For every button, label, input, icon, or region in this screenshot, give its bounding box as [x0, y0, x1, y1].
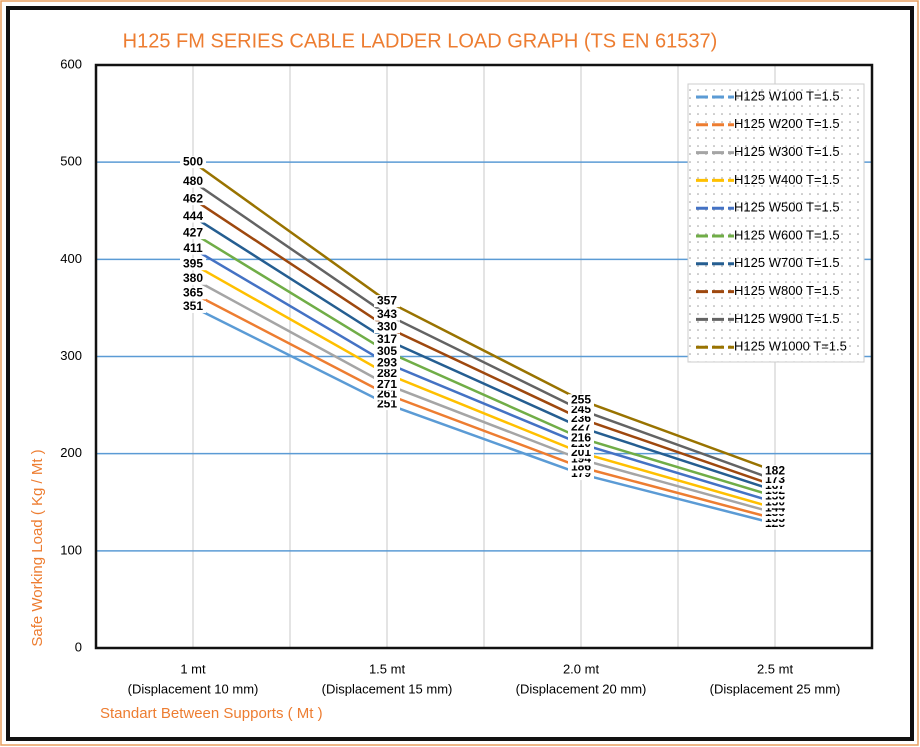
y-tick-label: 600: [60, 56, 82, 71]
data-label: 480: [183, 174, 203, 188]
chart-title: H125 FM SERIES CABLE LADDER LOAD GRAPH (…: [123, 30, 718, 52]
label-bg: [374, 378, 400, 391]
data-label: 357: [377, 293, 397, 307]
legend-label: H125 W200 T=1.5: [734, 116, 840, 131]
label-bg: [374, 398, 400, 411]
label-bg: [374, 295, 400, 308]
label-bg: [374, 388, 400, 401]
label-bg: [374, 308, 400, 321]
data-label: 305: [377, 344, 397, 358]
x-tick-sublabel: (Displacement 25 mm): [710, 681, 841, 696]
x-tick-label: 2.5 mt: [757, 661, 794, 676]
series-line: [192, 277, 776, 515]
series-line: [192, 247, 776, 504]
label-bg: [180, 242, 206, 255]
legend-label: H125 W300 T=1.5: [734, 144, 840, 159]
data-label: 411: [183, 241, 203, 255]
legend-label: H125 W600 T=1.5: [734, 227, 840, 242]
legend-label: H125 W400 T=1.5: [734, 172, 840, 187]
x-axis-label: Standart Between Supports ( Mt ): [100, 705, 323, 722]
data-label: 462: [183, 191, 203, 205]
legend-label: H125 W500 T=1.5: [734, 200, 840, 215]
x-tick-sublabel: (Displacement 20 mm): [516, 681, 647, 696]
data-label: 182: [765, 463, 785, 477]
series-line: [192, 215, 776, 492]
data-label: 343: [377, 307, 397, 321]
label-bg: [374, 357, 400, 370]
data-label: 330: [377, 320, 397, 334]
frame: [6, 6, 914, 741]
legend-label: H125 W1000 T=1.5: [734, 339, 847, 354]
data-label: 365: [183, 286, 203, 300]
x-tick-sublabel: (Displacement 10 mm): [128, 681, 259, 696]
data-label: 427: [183, 225, 203, 239]
legend-label: H125 W900 T=1.5: [734, 311, 840, 326]
label-bg: [180, 227, 206, 240]
data-label: 216: [571, 430, 591, 444]
data-label: 271: [377, 377, 397, 391]
x-tick-label: 1 mt: [180, 661, 206, 676]
data-label: 395: [183, 256, 203, 270]
label-bg: [180, 272, 206, 285]
label-bg: [568, 432, 594, 445]
y-tick-label: 100: [60, 542, 82, 557]
label-bg: [180, 210, 206, 223]
label-bg: [762, 465, 788, 478]
series-line: [192, 180, 776, 482]
series-line: [192, 161, 776, 473]
series-line: [192, 305, 776, 525]
label-bg: [180, 287, 206, 300]
y-tick-label: 0: [75, 639, 82, 654]
y-tick-label: 400: [60, 251, 82, 266]
series-line: [192, 232, 776, 498]
label-bg: [374, 321, 400, 334]
x-tick-label: 2.0 mt: [563, 661, 600, 676]
legend: [687, 83, 865, 363]
label-bg: [374, 333, 400, 346]
series-line: [192, 292, 776, 520]
y-tick-label: 200: [60, 445, 82, 460]
label-bg: [180, 193, 206, 206]
x-tick-sublabel: (Displacement 15 mm): [322, 681, 453, 696]
x-tick-label: 1.5 mt: [369, 661, 406, 676]
label-bg: [180, 300, 206, 313]
label-bg: [374, 367, 400, 380]
plot-border: [94, 63, 874, 650]
legend-label: H125 W100 T=1.5: [734, 88, 840, 103]
data-label: 293: [377, 355, 397, 369]
data-label: 351: [183, 299, 203, 313]
data-label: 317: [377, 332, 397, 346]
data-label: 380: [183, 271, 203, 285]
label-bg: [180, 156, 206, 169]
y-tick-label: 300: [60, 348, 82, 363]
label-bg: [180, 175, 206, 188]
legend-label: H125 W700 T=1.5: [734, 255, 840, 270]
label-bg: [180, 258, 206, 271]
data-label: 444: [183, 209, 203, 223]
data-label: 500: [183, 154, 203, 168]
series-line: [192, 263, 776, 510]
legend-label: H125 W800 T=1.5: [734, 283, 840, 298]
data-label: 282: [377, 366, 397, 380]
y-tick-label: 500: [60, 154, 82, 169]
label-bg: [374, 345, 400, 358]
y-axis-label: Safe Working Load ( Kg / Mt ): [29, 449, 46, 646]
series-line: [192, 198, 776, 487]
label-bg: [568, 394, 594, 407]
label-bg: [568, 403, 594, 416]
data-label: 255: [571, 392, 591, 406]
